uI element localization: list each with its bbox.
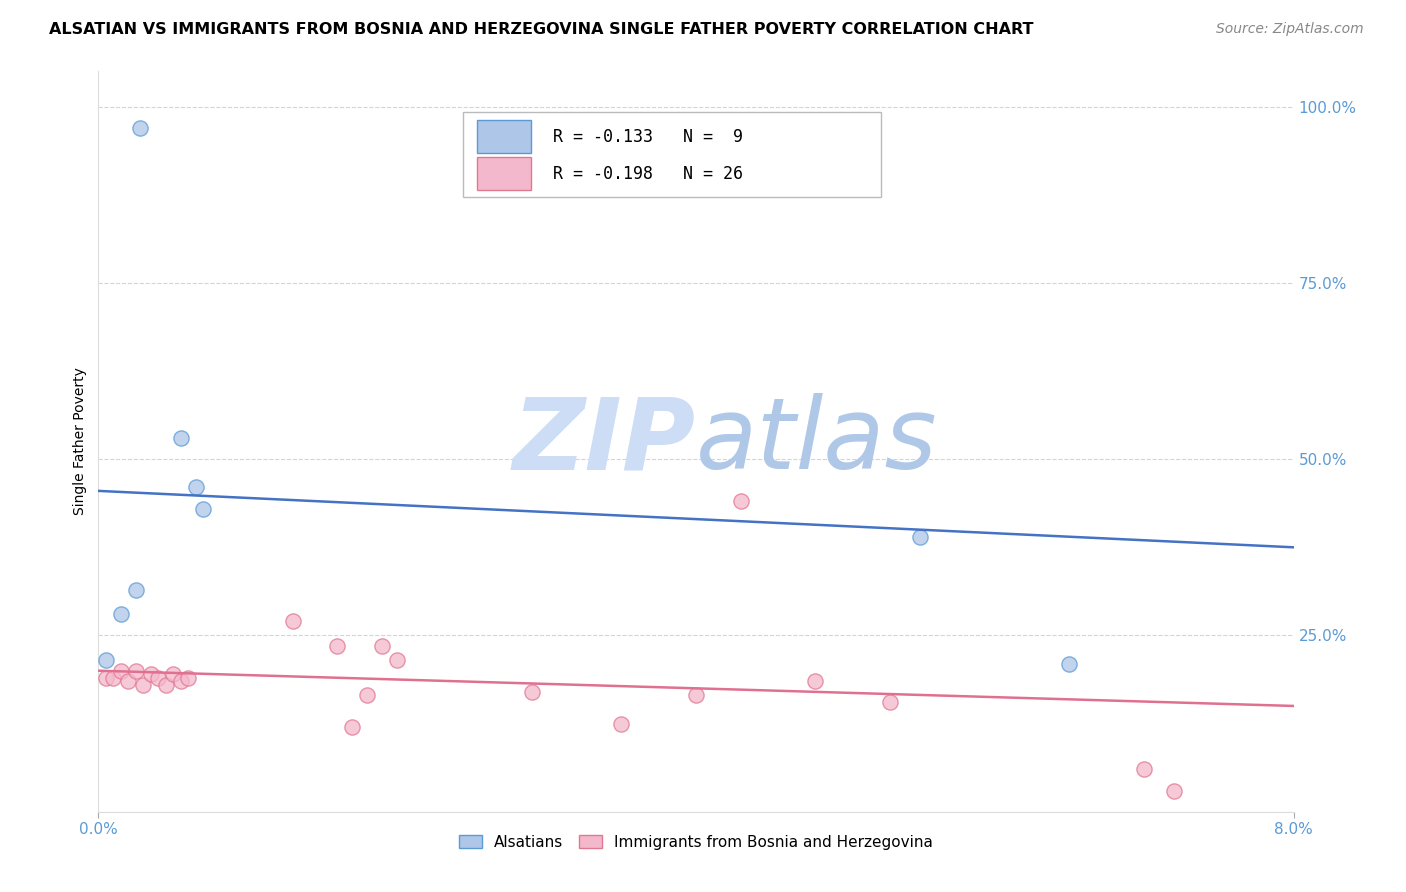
Point — [94, 671, 117, 685]
Point — [281, 615, 304, 629]
Point — [610, 716, 633, 731]
Point — [371, 639, 394, 653]
FancyBboxPatch shape — [477, 157, 531, 190]
Point — [103, 671, 125, 685]
Point — [148, 671, 170, 685]
Point — [162, 667, 184, 681]
Point — [1133, 763, 1156, 777]
Text: ZIP: ZIP — [513, 393, 696, 490]
Point — [125, 664, 148, 678]
Point — [685, 689, 707, 703]
Legend: Alsatians, Immigrants from Bosnia and Herzegovina: Alsatians, Immigrants from Bosnia and He… — [453, 829, 939, 856]
Point — [155, 678, 177, 692]
Point — [169, 674, 191, 689]
Text: R = -0.133   N =  9: R = -0.133 N = 9 — [553, 128, 742, 145]
Point — [1059, 657, 1081, 671]
Point — [129, 120, 152, 135]
Point — [110, 607, 132, 622]
Text: Source: ZipAtlas.com: Source: ZipAtlas.com — [1216, 22, 1364, 37]
Point — [804, 674, 827, 689]
Point — [125, 582, 148, 597]
Point — [117, 674, 139, 689]
FancyBboxPatch shape — [477, 120, 531, 153]
Point — [139, 667, 162, 681]
FancyBboxPatch shape — [463, 112, 882, 197]
Point — [1163, 783, 1185, 797]
Point — [184, 480, 207, 494]
Point — [879, 695, 901, 709]
Point — [730, 494, 752, 508]
Point — [520, 685, 543, 699]
Point — [132, 678, 155, 692]
Point — [908, 530, 931, 544]
Text: atlas: atlas — [696, 393, 938, 490]
Point — [191, 501, 214, 516]
Point — [356, 689, 378, 703]
Point — [342, 720, 364, 734]
Y-axis label: Single Father Poverty: Single Father Poverty — [73, 368, 87, 516]
Point — [326, 639, 349, 653]
Point — [177, 671, 200, 685]
Text: ALSATIAN VS IMMIGRANTS FROM BOSNIA AND HERZEGOVINA SINGLE FATHER POVERTY CORRELA: ALSATIAN VS IMMIGRANTS FROM BOSNIA AND H… — [49, 22, 1033, 37]
Point — [110, 664, 132, 678]
Point — [169, 431, 191, 445]
Text: R = -0.198   N = 26: R = -0.198 N = 26 — [553, 164, 742, 183]
Point — [385, 653, 409, 667]
Point — [94, 653, 117, 667]
